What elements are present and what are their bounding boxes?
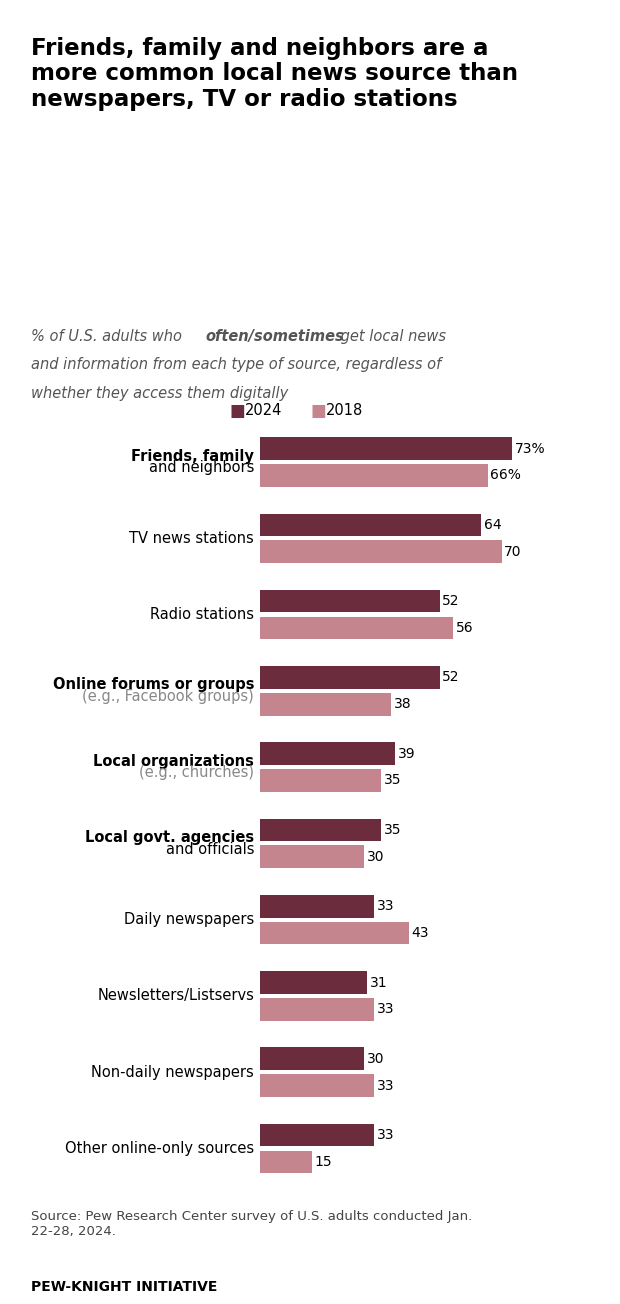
Text: TV news stations: TV news stations (130, 531, 254, 546)
Text: 15: 15 (315, 1155, 332, 1168)
Text: (e.g., Facebook groups): (e.g., Facebook groups) (82, 690, 254, 704)
Text: whether they access them digitally: whether they access them digitally (31, 386, 288, 402)
Text: Daily newspapers: Daily newspapers (124, 911, 254, 927)
Bar (260, 1124, 374, 1146)
Text: 38: 38 (394, 698, 412, 711)
Bar (260, 540, 502, 563)
Text: Source: Pew Research Center survey of U.S. adults conducted Jan.
22-28, 2024.: Source: Pew Research Center survey of U.… (31, 1210, 472, 1237)
Text: 64: 64 (484, 518, 501, 532)
Text: 73%: 73% (515, 442, 545, 455)
Text: 33: 33 (377, 1003, 394, 1016)
Bar (260, 1047, 364, 1071)
Bar (260, 819, 381, 841)
Text: 35: 35 (384, 773, 401, 788)
Text: Newsletters/Listservs: Newsletters/Listservs (97, 988, 254, 1004)
Text: 43: 43 (411, 926, 429, 940)
Text: % of U.S. adults who: % of U.S. adults who (31, 329, 187, 344)
Text: (e.g., churches): (e.g., churches) (140, 765, 254, 781)
Text: ■: ■ (310, 402, 326, 420)
Text: 70: 70 (504, 545, 522, 558)
Bar (260, 514, 481, 536)
Text: get local news: get local news (336, 329, 446, 344)
Text: Online forums or groups: Online forums or groups (53, 677, 254, 692)
Bar (260, 971, 367, 994)
Text: 66%: 66% (490, 468, 521, 482)
Bar (260, 666, 440, 689)
Text: Friends, family: Friends, family (131, 449, 254, 463)
Bar (260, 998, 374, 1021)
Text: 2018: 2018 (326, 403, 363, 419)
Text: 52: 52 (442, 670, 460, 685)
Bar (260, 1150, 312, 1174)
Text: Other online-only sources: Other online-only sources (65, 1141, 254, 1157)
Text: Non-daily newspapers: Non-daily newspapers (92, 1064, 254, 1080)
Text: 2024: 2024 (245, 403, 282, 419)
Text: PEW-KNIGHT INITIATIVE: PEW-KNIGHT INITIATIVE (31, 1279, 218, 1294)
Bar (260, 1074, 374, 1097)
Bar (260, 692, 391, 716)
Text: 33: 33 (377, 900, 394, 913)
Bar (260, 845, 364, 868)
Text: Local govt. agencies: Local govt. agencies (85, 829, 254, 845)
Text: 39: 39 (397, 747, 415, 760)
Text: 30: 30 (366, 850, 384, 863)
Text: 35: 35 (384, 823, 401, 837)
Bar (260, 895, 374, 918)
Text: often/sometimes: often/sometimes (205, 329, 344, 344)
Bar (260, 437, 512, 460)
Bar (260, 769, 381, 792)
Text: ■: ■ (229, 402, 245, 420)
Bar (260, 464, 488, 486)
Text: 52: 52 (442, 595, 460, 608)
Text: 30: 30 (366, 1052, 384, 1065)
Text: 31: 31 (370, 975, 388, 990)
Text: Friends, family and neighbors are a
more common local news source than
newspaper: Friends, family and neighbors are a more… (31, 37, 518, 111)
Text: and officials: and officials (166, 842, 254, 857)
Text: and neighbors: and neighbors (149, 460, 254, 476)
Bar (260, 742, 395, 765)
Text: 56: 56 (456, 621, 474, 635)
Bar (260, 617, 453, 639)
Text: Radio stations: Radio stations (150, 606, 254, 622)
Text: 33: 33 (377, 1128, 394, 1142)
Text: and information from each type of source, regardless of: and information from each type of source… (31, 357, 441, 373)
Text: Local organizations: Local organizations (94, 754, 254, 768)
Bar (260, 589, 440, 613)
Text: 33: 33 (377, 1078, 394, 1093)
Bar (260, 922, 409, 944)
